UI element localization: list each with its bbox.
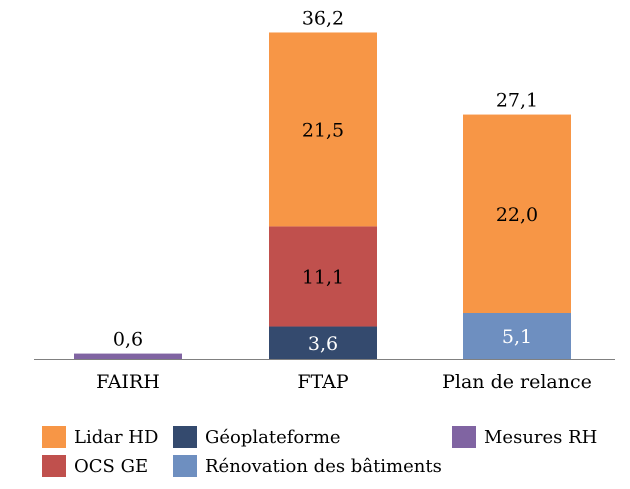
bars-layer [74, 32, 571, 359]
x-tick-label-plan-de-relance: Plan de relance [442, 371, 592, 393]
bar-segment-ftap-ocs-ge [269, 226, 377, 327]
bar-segment-ftap-lidar-hd [269, 32, 377, 227]
data-label-ftap-geoplateforme: 3,6 [308, 333, 338, 355]
total-label-ftap: 36,2 [302, 7, 344, 29]
data-label-ftap-lidar-hd: 21,5 [302, 119, 344, 141]
data-label-plan-de-relance-lidar-hd: 22,0 [496, 204, 538, 226]
bar-segment-plan-de-relance-renovation-des-batiments [463, 312, 571, 359]
bar-segment-ftap-geoplateforme [269, 326, 377, 359]
bar-segment-fairh-mesures-rh [74, 353, 182, 359]
bar-segment-plan-de-relance-lidar-hd [463, 114, 571, 313]
total-label-plan-de-relance: 27,1 [496, 90, 538, 112]
total-label-fairh: 0,6 [113, 329, 143, 351]
x-tick-label-ftap: FTAP [297, 371, 349, 393]
x-tick-label-fairh: FAIRH [96, 371, 160, 393]
data-label-ftap-ocs-ge: 11,1 [302, 266, 344, 288]
labels-layer: 0,6 3,6 11,1 21,5 36,2 5,1 22,0 27,1 [113, 7, 538, 354]
x-tick-labels: FAIRH FTAP Plan de relance [96, 371, 592, 393]
data-label-plan-de-relance-renovation-des-batiments: 5,1 [502, 326, 532, 348]
